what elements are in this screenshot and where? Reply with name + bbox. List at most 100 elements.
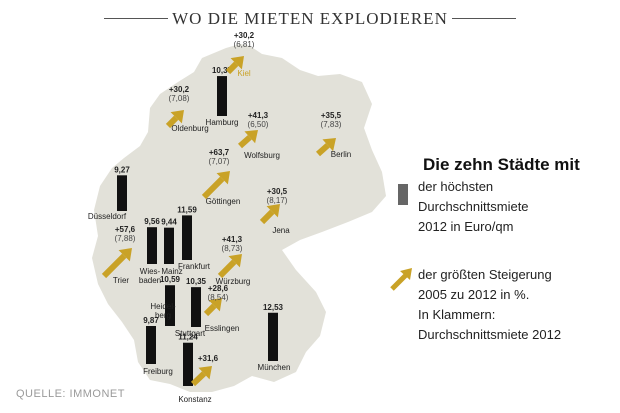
rent-value-label: 11,59 bbox=[177, 205, 197, 214]
rent-value-label: 11,24 bbox=[178, 333, 198, 342]
rent-city-label: baden bbox=[139, 276, 161, 285]
growth-arrow-icon bbox=[316, 138, 336, 157]
arrow-shaft bbox=[259, 209, 275, 225]
legend-growth-line: 2005 zu 2012 in %. bbox=[418, 287, 530, 302]
arrow-shaft bbox=[190, 371, 207, 387]
growth-arrow-icon bbox=[238, 130, 258, 149]
rent-bar bbox=[268, 312, 278, 361]
title-bar: WO DIE MIETEN EXPLODIEREN bbox=[0, 6, 620, 30]
rent-city-label: Frankfurt bbox=[178, 262, 211, 271]
growth-pct-label: +30,2 bbox=[169, 85, 190, 94]
growth-rent-label: (7,83) bbox=[321, 120, 342, 129]
arrow-head bbox=[170, 110, 184, 124]
growth-pct-label: +57,6 bbox=[115, 225, 136, 234]
rent-value-label: 12,53 bbox=[263, 303, 284, 312]
growth-rent-label: (8,73) bbox=[222, 244, 243, 253]
growth-city-label: Berlin bbox=[331, 150, 351, 159]
growth-pct-label: +35,5 bbox=[321, 111, 342, 120]
arrow-shaft bbox=[217, 259, 237, 279]
arrow-shaft bbox=[316, 143, 330, 157]
growth-rent-label: (7,88) bbox=[115, 234, 136, 243]
rent-value-label: 10,37 bbox=[212, 66, 233, 75]
growth-rent-label: (8,54) bbox=[208, 293, 229, 302]
growth-arrow-icon bbox=[203, 298, 222, 317]
rent-city-label: Mainz bbox=[161, 267, 182, 276]
rent-value-label: 9,44 bbox=[161, 218, 177, 227]
legend-rent-line: der höchsten bbox=[418, 179, 494, 194]
rent-value-label: 9,27 bbox=[114, 165, 130, 174]
rent-bar bbox=[117, 175, 127, 211]
rent-value-label: 10,59 bbox=[160, 275, 181, 284]
rent-city-label: berg bbox=[155, 311, 171, 320]
growth-city-label: Kiel bbox=[237, 69, 251, 78]
legend-bar-icon bbox=[398, 184, 408, 205]
growth-arrow-icon bbox=[190, 366, 212, 387]
page-title: WO DIE MIETEN EXPLODIEREN bbox=[172, 9, 448, 28]
arrow-head bbox=[216, 171, 230, 185]
title-rule-left bbox=[104, 18, 168, 19]
growth-pct-label: +63,7 bbox=[209, 148, 230, 157]
rent-value-label: 10,35 bbox=[186, 277, 207, 286]
legend-rent-text: der höchsten Durchschnittsmiete 2012 in … bbox=[418, 177, 618, 237]
arrow-shaft bbox=[238, 135, 252, 149]
rent-city-label: Heidel- bbox=[150, 302, 176, 311]
growth-pct-label: +30,5 bbox=[267, 187, 288, 196]
growth-rent-label: (6,81) bbox=[234, 40, 255, 49]
rent-city-label: Düsseldorf bbox=[88, 212, 127, 221]
legend-growth-line: der größten Steigerung bbox=[418, 267, 552, 282]
growth-pct-label: +41,3 bbox=[248, 111, 269, 120]
growth-city-label: Esslingen bbox=[205, 324, 240, 333]
growth-rent-label: (7,08) bbox=[169, 94, 190, 103]
rent-city-label: Wies- bbox=[140, 267, 161, 276]
growth-city-label: Trier bbox=[113, 276, 129, 285]
arrow-head bbox=[266, 204, 280, 218]
growth-rent-label: (8,17) bbox=[267, 196, 288, 205]
arrow-head bbox=[230, 56, 244, 70]
rent-bar bbox=[146, 326, 156, 364]
legend-title: Die zehn Städte mit bbox=[423, 155, 580, 174]
legend-arrow-icon bbox=[390, 268, 412, 291]
arrow-shaft bbox=[225, 61, 239, 75]
arrow-shaft bbox=[203, 303, 217, 317]
rent-bar bbox=[217, 76, 227, 116]
rent-bar bbox=[182, 215, 192, 260]
rent-city-label: München bbox=[258, 363, 291, 372]
growth-rent-label: (7,07) bbox=[209, 157, 230, 166]
rent-value-label: 9,87 bbox=[143, 316, 159, 325]
arrow-shaft bbox=[165, 115, 179, 129]
growth-arrow-icon bbox=[165, 110, 184, 129]
rent-value-label: 9,56 bbox=[144, 217, 160, 226]
growth-pct-label: +41,3 bbox=[222, 235, 243, 244]
growth-city-label: Wolfsburg bbox=[244, 151, 280, 160]
growth-pct-label: +28,6 bbox=[208, 284, 229, 293]
arrow-head bbox=[118, 248, 132, 262]
arrow-head bbox=[198, 366, 212, 380]
arrow-shaft bbox=[101, 253, 127, 279]
growth-pct-label: +30,2 bbox=[234, 31, 255, 40]
growth-arrow-icon bbox=[259, 204, 280, 225]
rent-bar bbox=[164, 227, 174, 264]
rent-city-label: Stuttgart bbox=[175, 329, 206, 338]
growth-pct-label: +31,6 bbox=[198, 354, 219, 363]
growth-city-label: Würzburg bbox=[216, 277, 251, 286]
growth-arrow-icon bbox=[101, 248, 132, 279]
growth-arrow-icon bbox=[217, 254, 242, 279]
arrow-head bbox=[244, 130, 258, 144]
rent-city-label: Konstanz bbox=[178, 395, 211, 404]
title-rule-right bbox=[452, 18, 516, 19]
arrow-head bbox=[322, 138, 336, 152]
legend-growth-line: In Klammern: bbox=[418, 307, 496, 322]
rent-bar bbox=[191, 287, 201, 327]
arrow-shaft bbox=[201, 176, 225, 200]
rent-city-label: Hamburg bbox=[206, 118, 239, 127]
rent-bar bbox=[165, 285, 175, 326]
growth-city-label: Oldenburg bbox=[171, 124, 208, 133]
arrow-head bbox=[208, 298, 222, 312]
rent-city-label: Freiburg bbox=[143, 367, 173, 376]
growth-arrow-icon bbox=[201, 171, 230, 200]
growth-arrow-icon bbox=[225, 56, 244, 75]
legend-rent-line: Durchschnittsmiete bbox=[418, 199, 529, 214]
legend-rent-line: 2012 in Euro/qm bbox=[418, 219, 514, 234]
